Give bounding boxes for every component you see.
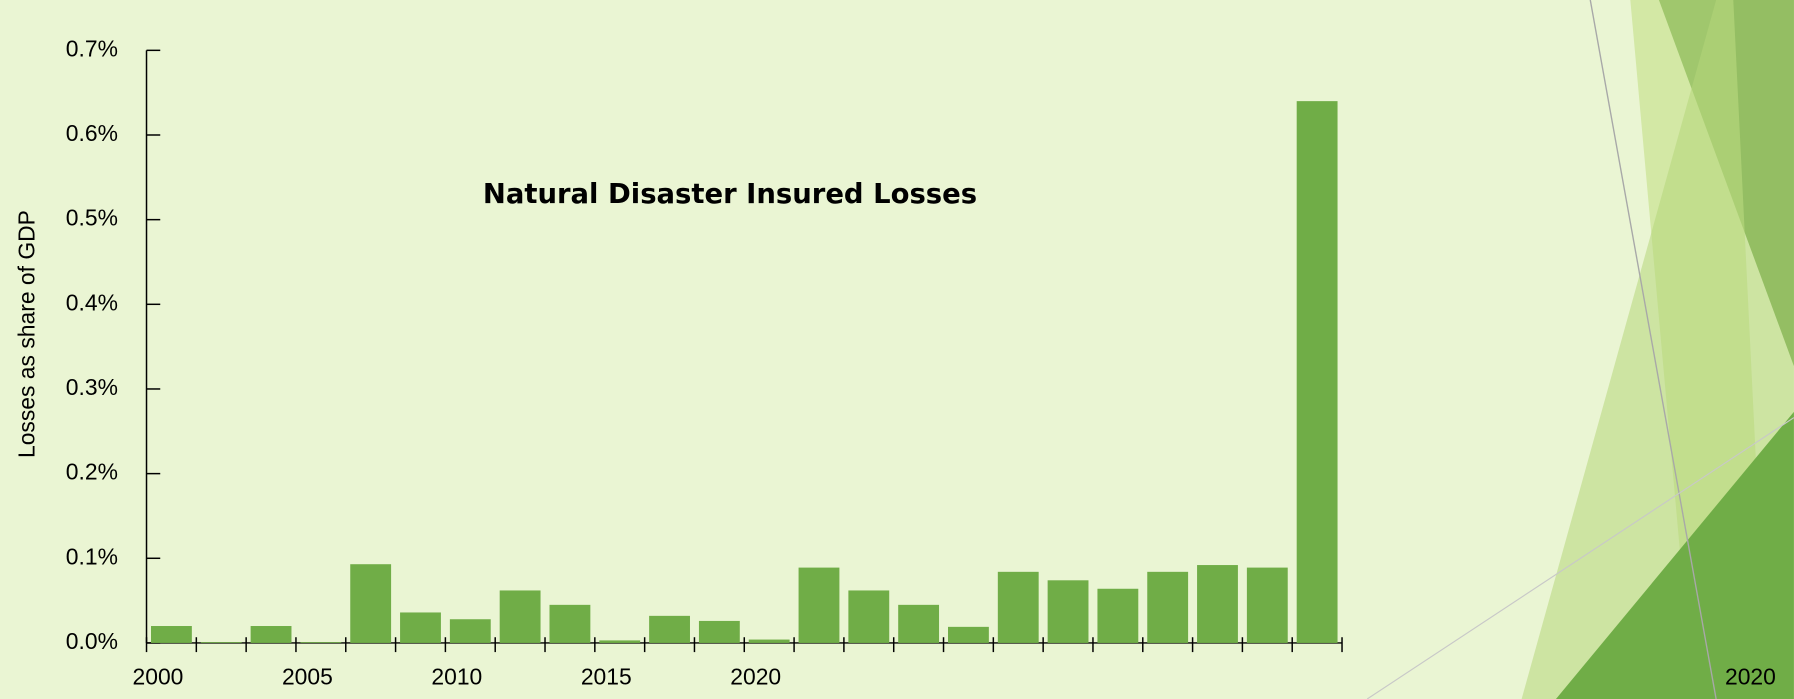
y-axis-title: Losses as share of GDP <box>14 210 40 458</box>
y-tick-label: 0.3% <box>66 374 118 400</box>
bar <box>898 605 939 643</box>
bar <box>1048 580 1089 643</box>
bar <box>1097 589 1138 643</box>
bar <box>1147 572 1188 643</box>
bar <box>749 640 790 643</box>
bar <box>848 590 889 642</box>
x-tick-label: 2020 <box>730 663 781 689</box>
x-tick-label: 2005 <box>282 663 333 689</box>
x-tick-label: 2010 <box>431 663 482 689</box>
bar <box>450 619 491 643</box>
y-tick-label: 0.0% <box>66 628 118 654</box>
bar <box>350 564 391 643</box>
bar <box>251 626 292 643</box>
bar <box>1297 101 1338 643</box>
bar <box>400 612 441 642</box>
y-tick-label: 0.4% <box>66 289 118 315</box>
y-tick-label: 0.5% <box>66 205 118 231</box>
y-tick-label: 0.2% <box>66 459 118 485</box>
y-tick-label: 0.6% <box>66 120 118 146</box>
footer: 2020 <box>1725 663 1776 689</box>
bar <box>151 626 192 643</box>
decoration <box>1367 0 1794 699</box>
chart-title: Natural Disaster Insured Losses <box>483 179 977 210</box>
bar <box>998 572 1039 643</box>
bar <box>1197 565 1238 643</box>
bar <box>500 590 541 642</box>
y-tick-label: 0.7% <box>66 35 118 61</box>
page: {"chart_data": {"type": "bar", "title": … <box>0 0 1794 699</box>
x-tick-label: 2015 <box>581 663 632 689</box>
bar <box>300 642 341 643</box>
bar <box>699 621 740 643</box>
bar <box>649 616 690 643</box>
bar <box>550 605 591 643</box>
bar <box>948 627 989 643</box>
bar <box>1247 568 1288 643</box>
x-tick-label: 2000 <box>133 663 184 689</box>
bar <box>201 642 242 643</box>
y-tick-label: 0.1% <box>66 543 118 569</box>
bar <box>799 568 840 643</box>
bar <box>599 640 640 643</box>
slide: Natural Disaster Insured Losses Losses a… <box>0 0 1794 699</box>
